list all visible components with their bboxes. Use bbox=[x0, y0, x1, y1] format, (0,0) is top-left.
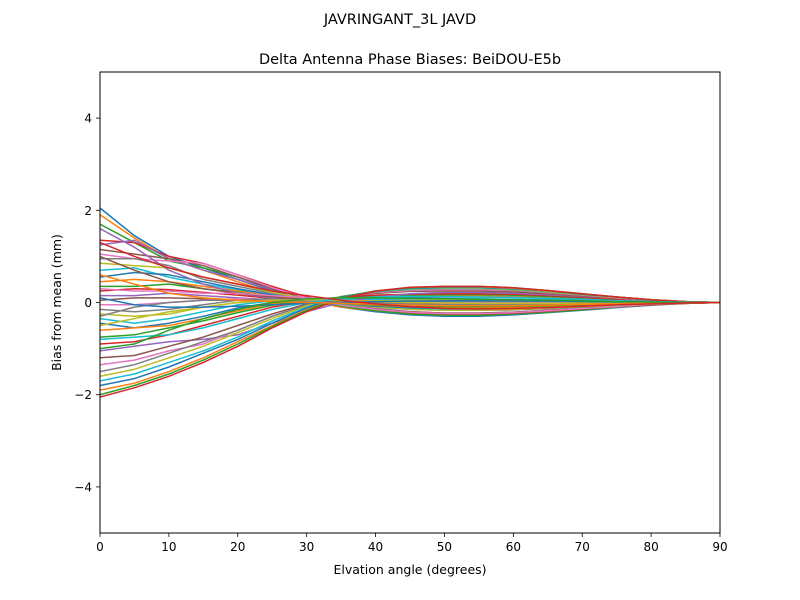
y-tick-label: 4 bbox=[84, 112, 92, 126]
x-axis: 0 10 20 30 40 50 60 70 80 90 bbox=[96, 533, 728, 554]
x-tick-label: 80 bbox=[643, 540, 658, 554]
series-line bbox=[100, 253, 720, 315]
figure-suptitle: JAVRINGANT_3L JAVD bbox=[323, 12, 476, 28]
x-tick-label: 10 bbox=[161, 540, 176, 554]
y-tick-label: 0 bbox=[84, 296, 92, 310]
x-axis-label: Elvation angle (degrees) bbox=[333, 562, 486, 577]
x-tick-label: 50 bbox=[437, 540, 452, 554]
x-tick-label: 0 bbox=[96, 540, 104, 554]
y-tick-label: 2 bbox=[84, 204, 92, 218]
y-tick-label: −2 bbox=[74, 388, 92, 402]
chart-title: Delta Antenna Phase Biases: BeiDOU-E5b bbox=[259, 52, 561, 68]
x-tick-label: 60 bbox=[506, 540, 521, 554]
x-tick-label: 20 bbox=[230, 540, 245, 554]
series-line bbox=[100, 285, 720, 398]
y-axis: −4 −2 0 2 4 bbox=[74, 112, 100, 494]
series-line bbox=[100, 295, 720, 341]
x-tick-label: 90 bbox=[712, 540, 727, 554]
series-line bbox=[100, 274, 720, 307]
series-line bbox=[100, 241, 720, 310]
y-axis-label: Bias from mean (mm) bbox=[49, 234, 64, 371]
x-tick-label: 30 bbox=[299, 540, 314, 554]
y-tick-label: −4 bbox=[74, 480, 92, 494]
series-layer bbox=[100, 207, 720, 398]
x-tick-label: 70 bbox=[575, 540, 590, 554]
series-line bbox=[100, 297, 720, 350]
x-tick-label: 40 bbox=[368, 540, 383, 554]
